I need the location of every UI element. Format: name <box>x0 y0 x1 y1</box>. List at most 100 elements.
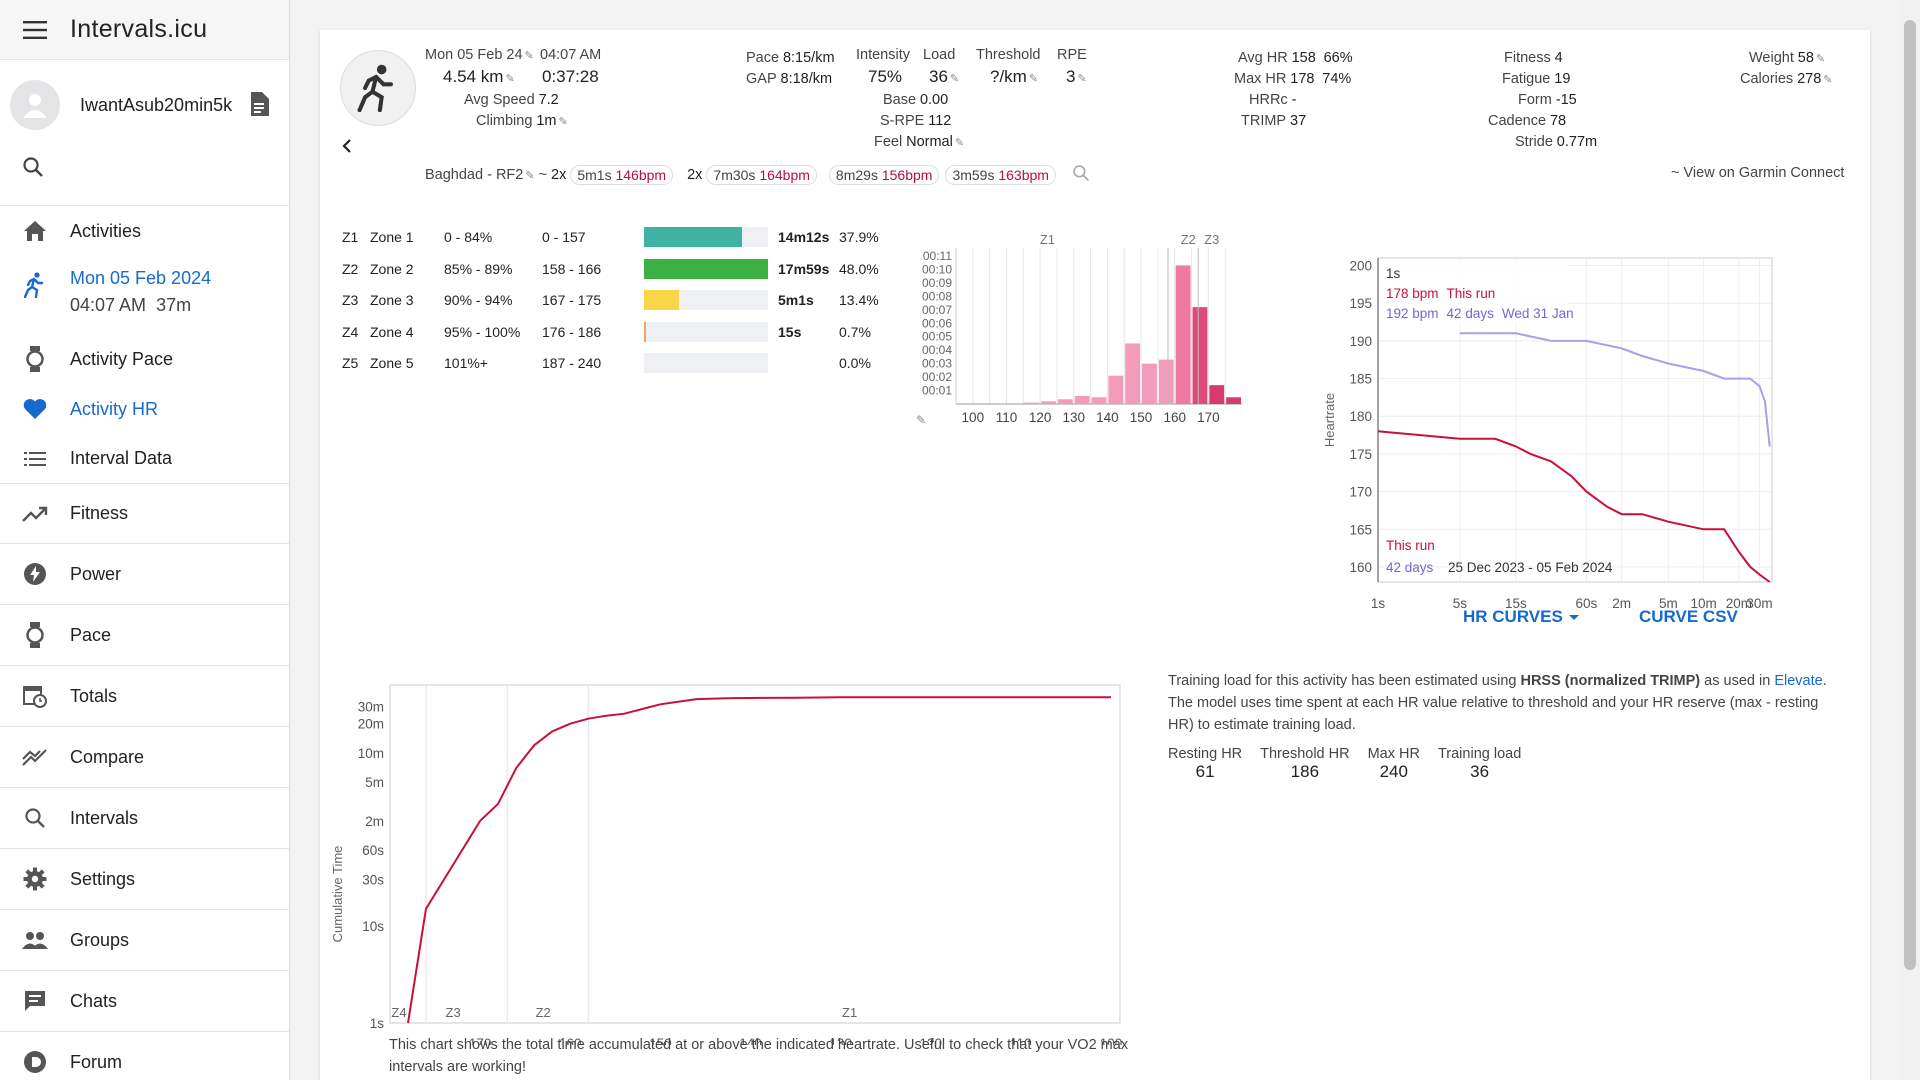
climbing-label: Climbing <box>476 113 533 129</box>
page-scrollbar[interactable] <box>1900 0 1920 1080</box>
zone-name: Zone 1 <box>370 229 414 245</box>
histogram-bar <box>1226 397 1241 404</box>
stride-label: Stride <box>1515 134 1553 150</box>
sidebar-item-pace[interactable]: Pace <box>0 605 289 666</box>
interval-chip[interactable]: 8m29s 156bpm <box>828 164 940 185</box>
x-tick-label: 140 <box>1096 410 1119 425</box>
y-tick-label: 180 <box>1349 409 1372 424</box>
search-icon[interactable] <box>1072 164 1090 185</box>
sidebar-item-settings[interactable]: Settings <box>0 849 289 910</box>
x-tick-label: 110 <box>996 410 1018 425</box>
y-tick-label: 00:04 <box>922 343 952 357</box>
histogram-bar <box>990 403 1006 404</box>
histogram-bar <box>1175 265 1191 404</box>
x-tick-label: 10m <box>1690 596 1716 611</box>
hover-tooltip <box>1379 260 1569 324</box>
zone-share: 13.4% <box>839 292 879 308</box>
menu-icon[interactable] <box>0 20 70 39</box>
y-tick-label: 165 <box>1349 522 1372 537</box>
resting-hr-value: 61 <box>1195 762 1215 781</box>
threshold-value[interactable]: ?/km ✎ <box>990 67 1039 86</box>
interval-chip[interactable]: 3m59s 163bpm <box>945 164 1056 185</box>
interval-group-multiplier: 2x <box>551 166 567 183</box>
y-tick-label: 30s <box>362 872 384 887</box>
sidebar-search[interactable] <box>0 150 289 206</box>
zone-id: Z4 <box>342 323 359 340</box>
hr-curves-dropdown[interactable]: HR CURVES <box>1463 607 1580 627</box>
sidebar-item-compare[interactable]: Compare <box>0 727 289 788</box>
x-tick-label: 5s <box>1453 596 1468 611</box>
histogram-bar <box>1007 403 1023 404</box>
intensity-label: Intensity <box>856 47 910 63</box>
fitness-label: Fitness <box>1504 50 1551 66</box>
training-load-label: Training load <box>1437 746 1522 762</box>
sidebar-item-activity-hr[interactable]: Activity HR <box>0 384 289 434</box>
zone-time: 15s <box>778 323 802 340</box>
sidebar-item-forum[interactable]: Forum <box>0 1032 289 1080</box>
interval-chip[interactable]: 5m1s 146bpm <box>570 164 674 185</box>
histogram-bar <box>1209 385 1225 404</box>
calories-value[interactable]: 278 <box>1797 71 1822 87</box>
cadence-value: 78 <box>1549 113 1567 129</box>
intensity-value: 75% <box>868 67 903 86</box>
chat-icon <box>0 989 70 1013</box>
people-icon <box>0 931 70 949</box>
resting-hr-label: Resting HR <box>1168 746 1243 762</box>
lightning-icon <box>0 562 70 586</box>
zone-id: Z2 <box>342 260 359 277</box>
interval-chip[interactable]: 7m30s 164bpm <box>706 164 817 185</box>
x-tick-label: 110 <box>1010 1036 1032 1045</box>
elevate-link[interactable]: Elevate <box>1774 673 1823 689</box>
sidebar-item-current-activity[interactable]: Mon 05 Feb 2024 04:07 AM 37m <box>0 256 289 334</box>
interval-group-multiplier: 2x <box>687 166 703 183</box>
user-name[interactable]: IwantAsub20min5k <box>80 94 233 115</box>
load-value[interactable]: 36 ✎ <box>929 67 960 86</box>
garmin-connect-link[interactable]: ~ View on Garmin Connect <box>1671 165 1845 181</box>
tooltip-duration: 1s <box>1386 266 1401 281</box>
histogram-bar <box>1192 307 1208 404</box>
sidebar-item-activity-pace[interactable]: Activity Pace <box>0 334 289 384</box>
heart-icon <box>0 398 70 420</box>
sidebar-item-intervals[interactable]: Intervals <box>0 788 289 849</box>
sidebar-item-interval-data[interactable]: Interval Data <box>0 434 289 484</box>
sidebar-item-activities[interactable]: Activities <box>0 206 289 256</box>
avatar[interactable] <box>10 80 60 130</box>
document-icon[interactable] <box>249 91 269 119</box>
zone-bar-track <box>644 290 768 310</box>
zone-name: Zone 4 <box>370 323 414 340</box>
zone-label: Z4 <box>391 1005 406 1020</box>
histogram-bar <box>957 403 972 404</box>
x-tick-label: 170 <box>1197 410 1220 425</box>
y-tick-label: 175 <box>1349 447 1372 462</box>
zone-percent: 0 - 84% <box>444 229 493 245</box>
calories-label: Calories <box>1740 71 1794 87</box>
zone-share: 0.0% <box>839 355 871 371</box>
form-value: -15 <box>1555 92 1577 108</box>
sidebar-item-totals[interactable]: Totals <box>0 666 289 727</box>
app-title[interactable]: Intervals.icu <box>70 15 208 43</box>
climbing-value[interactable]: 1m <box>536 113 557 129</box>
back-chevron-icon[interactable] <box>340 138 354 157</box>
scrollbar-thumb[interactable] <box>1904 20 1916 970</box>
sidebar-item-chats[interactable]: Chats <box>0 971 289 1032</box>
watch-icon <box>0 346 70 372</box>
y-tick-label: 195 <box>1349 296 1372 311</box>
activity-duration: 37m <box>156 295 192 315</box>
rpe-value[interactable]: 3 ✎ <box>1066 67 1087 86</box>
sidebar-item-groups[interactable]: Groups <box>0 910 289 971</box>
zone-name: Zone 5 <box>370 355 414 371</box>
srpe-value: 112 <box>928 113 952 129</box>
feel-value[interactable]: Normal <box>906 134 953 150</box>
curve-csv-button[interactable]: CURVE CSV <box>1639 607 1738 626</box>
zone-time: 14m12s <box>778 229 830 245</box>
weight-value[interactable]: 58 <box>1797 50 1814 66</box>
workout-name[interactable]: Baghdad - RF2 ✎ <box>425 166 535 183</box>
zone-label: Z2 <box>1181 232 1196 247</box>
activity-date[interactable]: Mon 05 Feb 24 ✎ <box>425 47 534 63</box>
x-tick-label: 150 <box>649 1036 672 1045</box>
running-icon <box>0 268 70 298</box>
distance[interactable]: 4.54 km ✎ <box>443 67 515 86</box>
sidebar-item-power[interactable]: Power <box>0 544 289 605</box>
x-tick-label: 130 <box>1062 410 1085 425</box>
sidebar-item-fitness[interactable]: Fitness <box>0 484 289 544</box>
